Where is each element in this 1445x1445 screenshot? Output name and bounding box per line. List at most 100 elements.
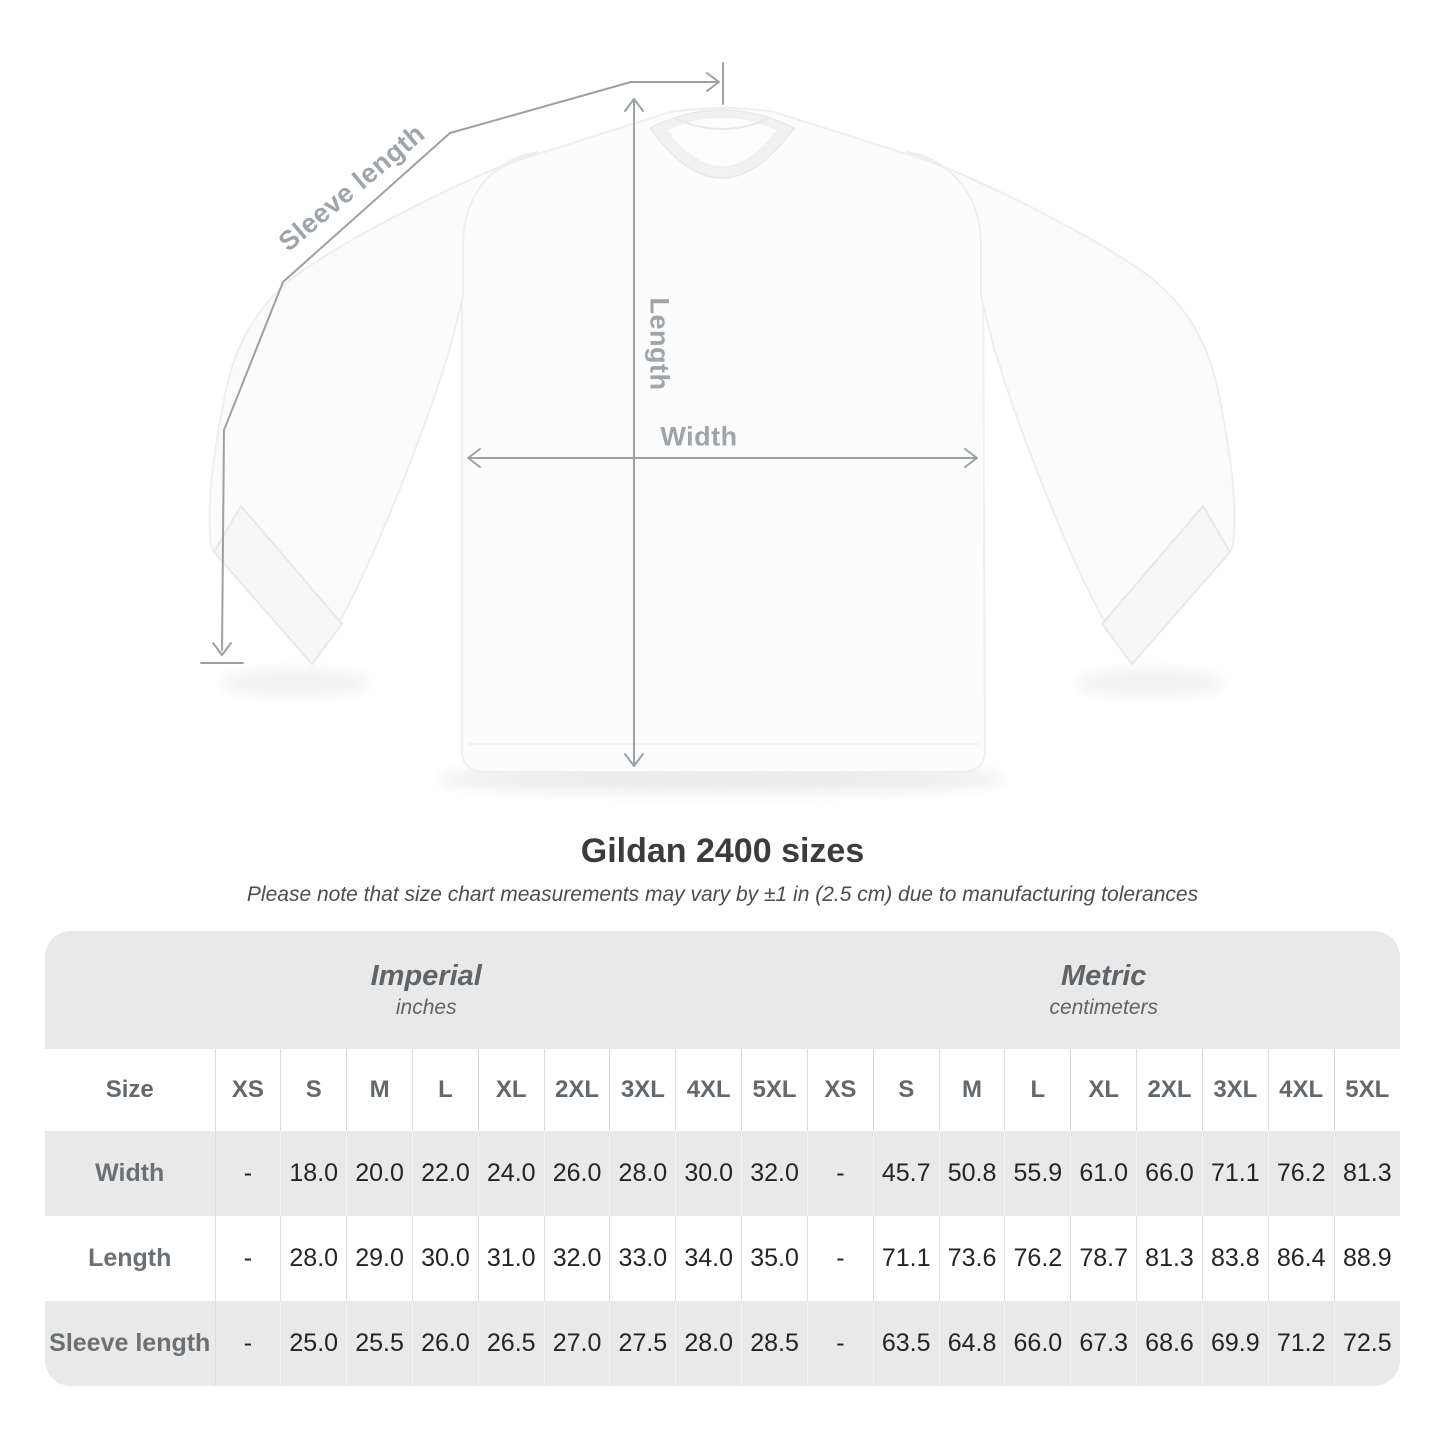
measurement-cell-metric: 68.6 bbox=[1136, 1301, 1203, 1386]
width-arrow bbox=[467, 448, 978, 468]
measurement-cell-metric: 63.5 bbox=[872, 1301, 940, 1386]
table-body: Width -18.0 20.0 22.0 24.0 26.0 28.0 30.0 32.0-4… bbox=[45, 1131, 1400, 1386]
measurement-cell-metric: 71.1 bbox=[872, 1216, 940, 1301]
measurement-cell-metric: 81.3 bbox=[1333, 1131, 1400, 1216]
measurement-cell-metric: 86.4 bbox=[1267, 1216, 1335, 1301]
size-column-header: XS bbox=[806, 1049, 874, 1131]
measurement-cell-imperial: - bbox=[214, 1301, 281, 1386]
unit-group-title: Imperial bbox=[370, 959, 482, 992]
measurement-cell-metric: 55.9 bbox=[1004, 1131, 1071, 1216]
measurement-cell-imperial: 18.0 bbox=[280, 1131, 347, 1216]
shirt-right-sleeve bbox=[905, 151, 1236, 666]
measurement-cell-imperial: - bbox=[214, 1216, 281, 1301]
measurement-cell-imperial: 35.0 bbox=[741, 1216, 808, 1301]
size-column-header: M bbox=[346, 1049, 413, 1131]
size-header-row: Size XS S M L XL 2XL 3XL 4XL 5XL XS S M L XL 2XL 3XL 4XL 5… bbox=[45, 1049, 1400, 1131]
unit-group-unit: inches bbox=[395, 995, 457, 1019]
unit-group-unit: centimeters bbox=[1049, 995, 1158, 1019]
measurement-cell-imperial: 28.0 bbox=[675, 1301, 742, 1386]
measurement-cell-imperial: 27.5 bbox=[609, 1301, 676, 1386]
measurement-cell-metric: 50.8 bbox=[938, 1131, 1005, 1216]
measurement-cell-metric: - bbox=[806, 1216, 874, 1301]
unit-group-header: Imperial inches bbox=[45, 931, 808, 1049]
row-label: Width bbox=[45, 1131, 215, 1216]
length-arrow bbox=[624, 98, 644, 767]
size-column-header: 2XL bbox=[543, 1049, 610, 1131]
measurement-cell-imperial: 26.0 bbox=[543, 1131, 610, 1216]
measurement-cell-imperial: 28.5 bbox=[741, 1301, 808, 1386]
measurement-cell-imperial: 20.0 bbox=[346, 1131, 413, 1216]
size-column-header: 2XL bbox=[1136, 1049, 1203, 1131]
shirt-right-cuff bbox=[1100, 504, 1232, 666]
measurement-cell-imperial: 33.0 bbox=[609, 1216, 676, 1301]
page-title: Gildan 2400 sizes bbox=[580, 832, 865, 870]
size-column-header: 3XL bbox=[1201, 1049, 1269, 1131]
measurement-cell-metric: 76.2 bbox=[1004, 1216, 1071, 1301]
size-table: Imperial inches Metric centimeters Size XS S M L… bbox=[45, 931, 1400, 1386]
measurement-cell-metric: 71.1 bbox=[1201, 1131, 1269, 1216]
row-label: Length bbox=[88, 1244, 172, 1272]
measurement-cell-imperial: 30.0 bbox=[411, 1216, 479, 1301]
measurement-cell-metric: 78.7 bbox=[1070, 1216, 1137, 1301]
size-column-header: L bbox=[1004, 1049, 1071, 1131]
size-column-header: 5XL bbox=[741, 1049, 808, 1131]
measurement-cell-imperial: - bbox=[214, 1131, 281, 1216]
measurement-row: Length -28.0 29.0 30.0 31.0 32.0 33.0 34.0 35.0-… bbox=[45, 1216, 1400, 1301]
measurement-cell-metric: 88.9 bbox=[1333, 1216, 1400, 1301]
measurement-cell-imperial: 27.0 bbox=[543, 1301, 610, 1386]
size-column-header: 4XL bbox=[1267, 1049, 1335, 1131]
measurement-cell-imperial: 25.0 bbox=[280, 1301, 347, 1386]
measurement-cell-metric: 66.0 bbox=[1136, 1131, 1203, 1216]
measurement-cell-metric: - bbox=[806, 1131, 874, 1216]
tolerance-note: Please note that size chart measurements… bbox=[246, 883, 1199, 906]
measurement-cell-metric: 72.5 bbox=[1333, 1301, 1400, 1386]
measurement-row: Width -18.0 20.0 22.0 24.0 26.0 28.0 30.0 32.0-4… bbox=[45, 1131, 1400, 1216]
size-header-cell: Size bbox=[45, 1049, 215, 1131]
measurement-cell-metric: 61.0 bbox=[1070, 1131, 1137, 1216]
size-column-header: L bbox=[411, 1049, 479, 1131]
size-column-header: S bbox=[280, 1049, 347, 1131]
shirt-left-sleeve bbox=[208, 151, 539, 666]
measurement-cell-imperial: 34.0 bbox=[675, 1216, 742, 1301]
measurement-cell-imperial: 32.0 bbox=[741, 1131, 808, 1216]
measurement-cell-imperial: 29.0 bbox=[346, 1216, 413, 1301]
measurement-cell-imperial: 24.0 bbox=[477, 1131, 545, 1216]
measurement-cell-metric: 66.0 bbox=[1004, 1301, 1071, 1386]
size-column-header: S bbox=[872, 1049, 940, 1131]
measurement-cell-metric: 45.7 bbox=[872, 1131, 940, 1216]
size-column-header: XS bbox=[214, 1049, 281, 1131]
shirt-illustration bbox=[200, 62, 1236, 794]
measurement-cell-metric: 73.6 bbox=[938, 1216, 1005, 1301]
shirt-collar bbox=[648, 109, 796, 179]
measurement-cell-imperial: 26.5 bbox=[477, 1301, 545, 1386]
unit-band-row: Imperial inches Metric centimeters bbox=[45, 931, 1400, 1049]
measurement-cell-imperial: 28.0 bbox=[280, 1216, 347, 1301]
measurement-cell-imperial: 25.5 bbox=[346, 1301, 413, 1386]
measurement-cell-imperial: 22.0 bbox=[411, 1131, 479, 1216]
width-label: Width bbox=[660, 421, 738, 452]
size-column-header: M bbox=[938, 1049, 1005, 1131]
size-column-header: 5XL bbox=[1333, 1049, 1400, 1131]
heading-block: Gildan 2400 sizes Please note that size … bbox=[0, 832, 1445, 907]
measurement-cell-imperial: 26.0 bbox=[411, 1301, 479, 1386]
sleeve-length-arrow bbox=[200, 62, 724, 664]
measurement-cell-metric: 67.3 bbox=[1070, 1301, 1137, 1386]
size-table-card: Imperial inches Metric centimeters Size XS S M L… bbox=[45, 931, 1400, 1386]
shirt-measurement-diagram: Sleeve length Length Width bbox=[200, 62, 1236, 794]
unit-group-title: Metric bbox=[1061, 959, 1147, 992]
table-head: Imperial inches Metric centimeters Size XS S M L… bbox=[45, 931, 1400, 1131]
unit-group-header: Metric centimeters bbox=[807, 931, 1400, 1049]
size-column-header: 3XL bbox=[609, 1049, 676, 1131]
measurement-cell-imperial: 30.0 bbox=[675, 1131, 742, 1216]
measurement-row: Sleeve length -25.0 25.5 26.0 26.5 27.0 27.5 28… bbox=[45, 1301, 1400, 1386]
shirt-left-cuff bbox=[212, 504, 344, 666]
row-label: Sleeve length bbox=[45, 1301, 215, 1386]
measurement-cell-metric: 76.2 bbox=[1267, 1131, 1335, 1216]
size-column-header: XL bbox=[477, 1049, 545, 1131]
measurement-cell-metric: - bbox=[806, 1301, 874, 1386]
measurement-cell-metric: 69.9 bbox=[1201, 1301, 1269, 1386]
measurement-cell-metric: 81.3 bbox=[1136, 1216, 1203, 1301]
measurement-cell-metric: 83.8 bbox=[1201, 1216, 1269, 1301]
measurement-cell-imperial: 28.0 bbox=[609, 1131, 676, 1216]
